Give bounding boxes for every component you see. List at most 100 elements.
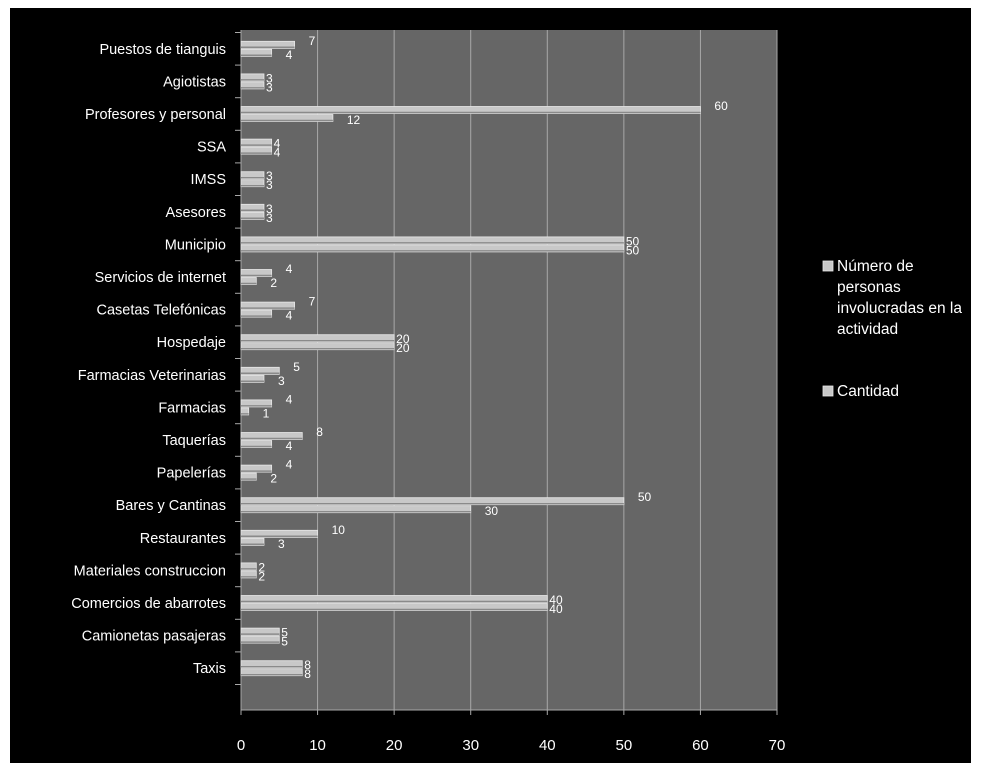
data-label: 3 xyxy=(266,178,273,192)
data-label: 20 xyxy=(396,332,410,346)
category-label: Farmacias xyxy=(158,400,226,416)
data-label: 60 xyxy=(714,99,728,113)
data-label: 5 xyxy=(293,360,300,374)
bar xyxy=(240,464,273,473)
data-label: 4 xyxy=(274,146,281,160)
bar xyxy=(240,497,625,506)
data-label: 8 xyxy=(304,658,311,672)
category-label: Papelerías xyxy=(157,466,226,482)
legend: Número de personas involucradas en la activ… xyxy=(822,258,962,400)
bar xyxy=(240,374,265,383)
legend-label: involucradas en la xyxy=(837,300,962,317)
data-label: 2 xyxy=(258,569,265,583)
bar xyxy=(240,81,265,90)
data-label: 4 xyxy=(286,309,293,323)
bar xyxy=(240,562,257,571)
bar xyxy=(240,660,303,669)
bar xyxy=(240,203,265,212)
category-label: Farmacias Veterinarias xyxy=(78,368,226,384)
data-label: 4 xyxy=(286,392,293,406)
data-label: 12 xyxy=(347,113,361,127)
category-label: IMSS xyxy=(191,172,226,188)
bar xyxy=(240,334,395,343)
bar xyxy=(240,342,395,351)
x-tick-label: 20 xyxy=(386,737,403,754)
bar xyxy=(240,505,472,514)
bar xyxy=(240,407,250,416)
bar xyxy=(240,73,265,82)
data-labels: 8855404022103503042844153202074425050333… xyxy=(258,34,728,681)
x-tick-label: 40 xyxy=(539,737,556,754)
bars xyxy=(240,40,701,677)
data-label: 3 xyxy=(266,80,273,94)
legend-swatch xyxy=(822,385,834,397)
bar xyxy=(240,472,257,481)
category-label: SSA xyxy=(197,140,226,156)
data-label: 5 xyxy=(281,626,288,640)
bar xyxy=(240,529,318,538)
data-label: 4 xyxy=(286,439,293,453)
data-label: 7 xyxy=(309,295,316,309)
bar xyxy=(240,668,303,677)
bar xyxy=(240,114,334,122)
bar xyxy=(240,366,280,375)
bar xyxy=(240,269,273,277)
x-tick-label: 0 xyxy=(237,737,245,754)
data-label: 2 xyxy=(270,276,277,290)
data-label: 20 xyxy=(396,341,410,355)
data-label: 7 xyxy=(309,34,316,48)
data-label: 40 xyxy=(549,593,563,607)
data-label: 1 xyxy=(263,406,270,420)
data-label: 8 xyxy=(316,425,323,439)
legend-swatch xyxy=(822,260,834,272)
bar xyxy=(240,171,265,180)
x-tick-label: 70 xyxy=(769,737,786,754)
data-label: 2 xyxy=(258,560,265,574)
category-label: Taxis xyxy=(193,661,226,677)
bar xyxy=(240,440,273,448)
category-label: Servicios de internet xyxy=(95,270,226,286)
bar xyxy=(240,595,548,603)
category-label: Camionetas pasajeras xyxy=(82,629,226,645)
category-label: Asesores xyxy=(166,205,226,221)
x-tick-label: 10 xyxy=(309,737,326,754)
data-label: 3 xyxy=(278,537,285,551)
bar xyxy=(240,570,257,579)
legend-label: personas xyxy=(837,279,901,296)
bar xyxy=(240,179,265,188)
data-label: 4 xyxy=(286,262,293,276)
bar xyxy=(240,635,280,644)
x-tick-label: 60 xyxy=(692,737,709,754)
data-label: 10 xyxy=(332,523,346,537)
data-label: 2 xyxy=(270,472,277,486)
data-label: 8 xyxy=(304,667,311,681)
bar xyxy=(240,277,257,285)
bar xyxy=(240,627,280,636)
bar xyxy=(240,537,265,546)
data-label: 3 xyxy=(266,211,273,225)
category-label: Materiales construccion xyxy=(74,563,226,579)
x-tick-label: 30 xyxy=(462,737,479,754)
bar xyxy=(240,432,303,440)
data-label: 3 xyxy=(278,374,285,388)
bar xyxy=(240,399,273,408)
bar xyxy=(240,603,548,611)
bar xyxy=(240,40,295,49)
bar xyxy=(240,48,273,57)
data-label: 4 xyxy=(286,458,293,472)
legend-label: Número de xyxy=(837,258,914,275)
bar xyxy=(240,106,701,114)
data-label: 4 xyxy=(286,48,293,62)
data-label: 40 xyxy=(549,602,563,616)
legend-label: actividad xyxy=(837,321,898,338)
data-label: 5 xyxy=(281,635,288,649)
bar xyxy=(240,138,273,147)
data-label: 3 xyxy=(266,71,273,85)
category-label: Municipio xyxy=(165,237,226,253)
data-label: 50 xyxy=(626,234,640,248)
x-tick-label: 50 xyxy=(616,737,633,754)
data-label: 3 xyxy=(266,169,273,183)
data-label: 30 xyxy=(485,504,499,518)
